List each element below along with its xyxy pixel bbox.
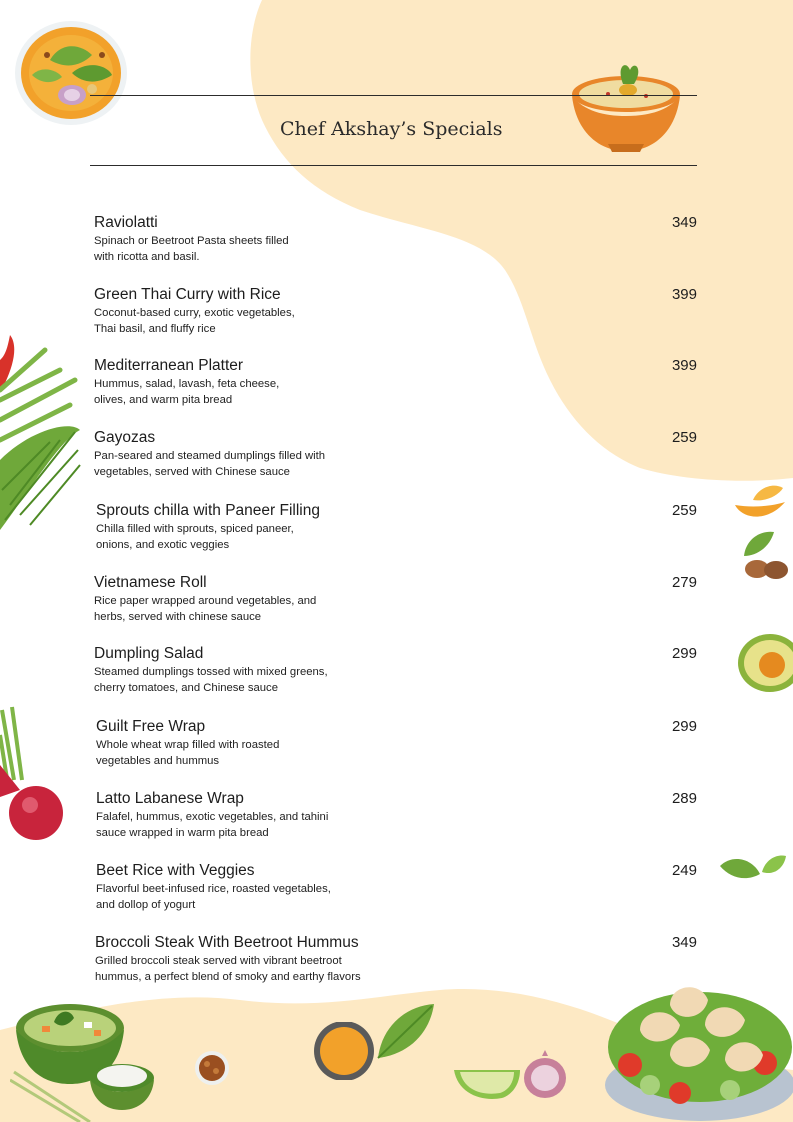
menu-item-mediterranean-platter: Mediterranean Platter Hummus, salad, lav… [94, 356, 697, 408]
almonds-icon [745, 560, 788, 579]
menu-item-vietnamese-roll: Vietnamese Roll Rice paper wrapped aroun… [94, 573, 697, 625]
menu-item-sprouts-chilla: Sprouts chilla with Paneer Filling Chill… [96, 501, 697, 553]
menu-title: Chef Akshay’s Specials [280, 118, 503, 140]
item-name: Mediterranean Platter [94, 357, 244, 374]
item-price: 299 [671, 645, 697, 662]
item-price: 299 [671, 718, 697, 735]
item-name: Gayozas [94, 429, 156, 446]
avocado-icon [738, 634, 793, 692]
beetroot-icon [0, 706, 63, 840]
menu-item-dumpling-salad: Dumpling Salad Steamed dumplings tossed … [94, 644, 697, 696]
basil-leaf-icon [744, 531, 774, 556]
rice-bowl-icon [10, 1064, 154, 1122]
item-name: Guilt Free Wrap [96, 718, 206, 735]
item-name: Dumpling Salad [94, 645, 204, 662]
item-name: Raviolatti [94, 214, 158, 231]
palm-leaf-icon [0, 335, 81, 530]
menu-item-gayozas: Gayozas Pan-seared and steamed dumplings… [94, 428, 697, 480]
item-description: Steamed dumplings tossed with mixed gree… [94, 666, 328, 694]
header-rule-top [90, 95, 697, 96]
bottom-blob [0, 989, 793, 1122]
item-name: Broccoli Steak With Beetroot Hummus [95, 934, 359, 951]
orange-slices-icon [735, 485, 785, 517]
menu-item-latto-labanese-wrap: Latto Labanese Wrap Falafel, hummus, exo… [96, 789, 697, 841]
menu-item-guilt-free-wrap: Guilt Free Wrap Whole wheat wrap filled … [96, 717, 697, 769]
leaves-icon [720, 855, 786, 879]
spice-bowl-icon [195, 1051, 229, 1085]
item-name: Vietnamese Roll [94, 574, 207, 591]
header-rule-bottom [90, 165, 697, 166]
item-description: Coconut-based curry, exotic vegetables, T… [94, 307, 295, 335]
item-price: 349 [671, 934, 697, 951]
item-description: Flavorful beet-infused rice, roasted veg… [96, 883, 331, 911]
onion-icon [524, 1050, 566, 1098]
item-name: Beet Rice with Veggies [96, 862, 255, 879]
menu-item-broccoli-steak: Broccoli Steak With Beetroot Hummus Gril… [95, 933, 697, 985]
item-price: 259 [671, 502, 697, 519]
item-description: Pan-seared and steamed dumplings filled … [94, 450, 326, 478]
item-price: 349 [671, 214, 697, 231]
item-description: Chilla filled with sprouts, spiced panee… [96, 523, 294, 551]
turmeric-bowl-icon [314, 1022, 374, 1080]
item-price: 289 [671, 790, 697, 807]
lime-icon [454, 1070, 520, 1099]
leaf-icon [377, 1004, 434, 1059]
item-description: Grilled broccoli steak served with vibra… [95, 955, 361, 983]
item-price: 399 [671, 357, 697, 374]
menu-item-beet-rice: Beet Rice with Veggies Flavorful beet-in… [96, 861, 697, 913]
chili-icon [0, 335, 15, 388]
item-price: 259 [671, 429, 697, 446]
menu-item-raviolatti: Raviolatti Spinach or Beetroot Pasta she… [94, 213, 697, 265]
menu-item-green-thai-curry: Green Thai Curry with Rice Coconut-based… [94, 285, 697, 337]
item-description: Hummus, salad, lavash, feta cheese, olive… [94, 378, 280, 406]
dumpling-salad-icon [605, 987, 793, 1121]
item-name: Latto Labanese Wrap [96, 790, 244, 807]
curry-bowl-icon [15, 21, 127, 125]
item-price: 279 [671, 574, 697, 591]
item-description: Spinach or Beetroot Pasta sheets filled w… [94, 235, 289, 263]
item-description: Whole wheat wrap filled with roasted vege… [96, 739, 280, 767]
item-price: 249 [671, 862, 697, 879]
item-description: Rice paper wrapped around vegetables, an… [94, 595, 317, 623]
item-name: Green Thai Curry with Rice [94, 286, 281, 303]
item-description: Falafel, hummus, exotic vegetables, and … [96, 811, 329, 839]
hummus-bowl-icon [572, 65, 680, 152]
item-price: 399 [671, 286, 697, 303]
item-name: Sprouts chilla with Paneer Filling [96, 502, 320, 519]
